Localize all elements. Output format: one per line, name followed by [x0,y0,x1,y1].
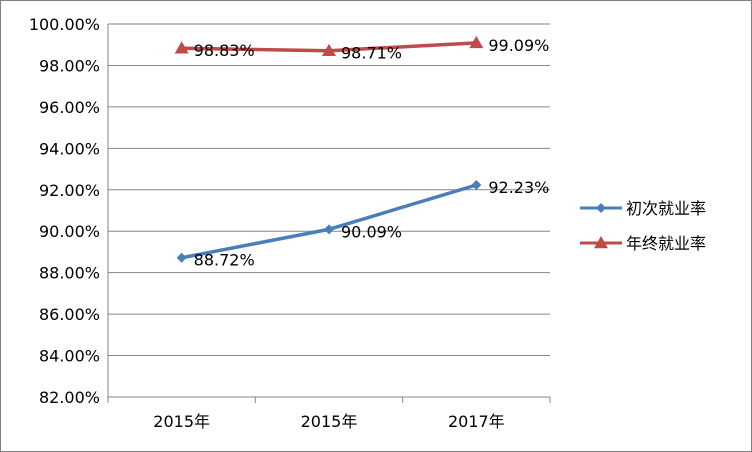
data-point-triangle [322,43,336,56]
y-tick-label: 98.00% [39,56,100,75]
legend-label: 年终就业率 [626,234,706,253]
x-tick-label: 2015年 [301,412,358,431]
data-point-triangle [469,35,484,49]
data-point-diamond [471,180,482,191]
y-tick-label: 82.00% [39,388,100,407]
x-tick-label: 2015年 [153,412,210,431]
series-line [181,183,477,260]
y-tick-label: 90.00% [39,222,100,241]
data-label: 88.72% [194,251,255,270]
y-tick-label: 100.00% [29,15,100,34]
data-point-diamond [596,203,606,213]
y-tick-label: 86.00% [39,305,100,324]
data-point-diamond [176,252,187,263]
data-label: 92.23% [488,178,549,197]
data-point-triangle [594,236,608,249]
data-label: 90.09% [341,222,402,241]
data-label: 98.83% [194,41,255,60]
y-tick-label: 94.00% [39,139,100,158]
data-label: 98.71% [341,44,402,63]
data-point-triangle [174,41,189,54]
legend-label: 初次就业率 [626,199,706,218]
data-point-diamond [324,224,334,235]
y-tick-label: 96.00% [39,98,100,117]
x-tick-label: 2017年 [448,412,505,431]
y-tick-label: 84.00% [39,347,100,366]
data-label: 99.09% [488,36,549,55]
y-tick-label: 88.00% [39,264,100,283]
y-tick-label: 92.00% [39,181,100,200]
